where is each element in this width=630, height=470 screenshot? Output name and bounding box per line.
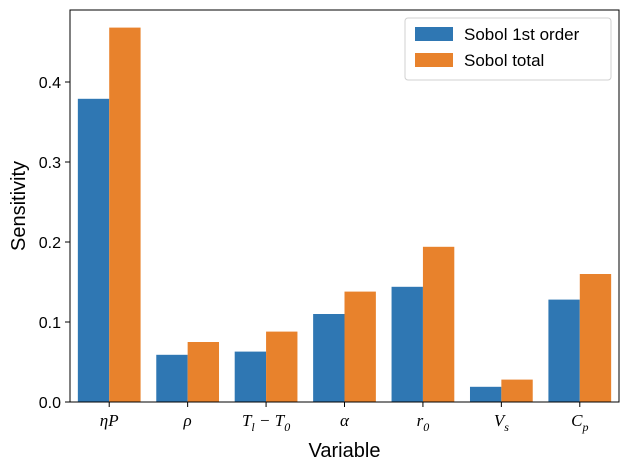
x-axis-title: Variable <box>309 440 381 462</box>
x-tick-label: Cp <box>571 411 588 434</box>
x-tick-label: α <box>340 411 350 430</box>
legend-label: Sobol 1st order <box>464 25 580 44</box>
x-axis: ηP ρ Tl − T0 α r0 Vs Cp <box>100 402 588 434</box>
bar-first-order-3 <box>313 314 345 402</box>
legend-swatch <box>415 27 453 41</box>
bars-layer <box>77 27 612 403</box>
bar-total-2 <box>266 331 298 402</box>
legend: Sobol 1st order Sobol total <box>404 17 612 81</box>
legend-swatch <box>415 53 453 67</box>
bar-total-5 <box>501 379 533 402</box>
bar-first-order-1 <box>156 354 188 402</box>
y-tick-label: 0.1 <box>39 315 61 332</box>
bar-first-order-4 <box>391 286 423 402</box>
x-tick-label: ρ <box>183 411 192 430</box>
x-tick-label: r0 <box>417 411 430 434</box>
bar-first-order-6 <box>548 299 580 402</box>
bar-total-1 <box>187 342 220 402</box>
legend-box <box>404 17 612 81</box>
bar-total-3 <box>344 291 376 402</box>
x-tick-label: Tl − T0 <box>242 411 290 434</box>
y-axis: 0.0 0.1 0.2 0.3 0.4 <box>39 75 70 412</box>
y-axis-title: Sensitivity <box>8 161 30 251</box>
bar-total-0 <box>109 27 141 402</box>
bar-first-order-5 <box>469 386 502 402</box>
bar-total-4 <box>422 246 455 402</box>
bar-total-6 <box>579 274 612 402</box>
y-tick-label: 0.0 <box>39 395 61 412</box>
x-tick-label: Vs <box>494 411 509 434</box>
legend-label: Sobol total <box>464 51 544 70</box>
y-tick-label: 0.3 <box>39 155 61 172</box>
y-tick-label: 0.2 <box>39 235 61 252</box>
y-tick-label: 0.4 <box>39 75 61 92</box>
bar-first-order-0 <box>77 98 110 403</box>
bar-first-order-2 <box>234 351 267 402</box>
x-tick-label: ηP <box>100 411 119 430</box>
